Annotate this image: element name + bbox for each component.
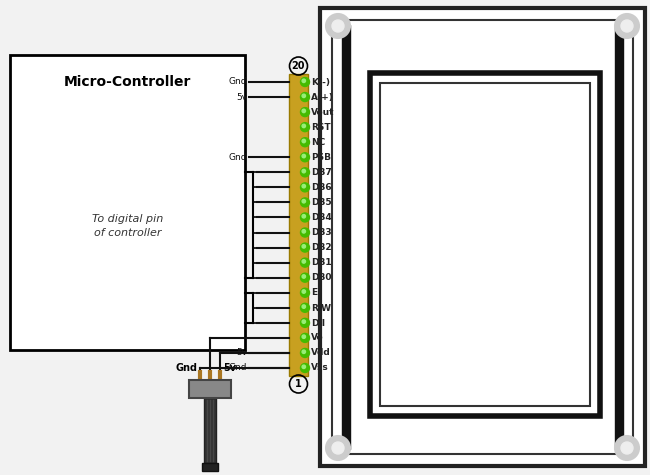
Text: DB1: DB1: [311, 258, 332, 267]
Text: 5v: 5v: [236, 349, 247, 358]
Circle shape: [300, 108, 309, 116]
Circle shape: [615, 436, 639, 460]
Circle shape: [302, 305, 305, 308]
Circle shape: [300, 333, 309, 342]
Text: E: E: [311, 288, 317, 297]
Circle shape: [302, 94, 305, 97]
Circle shape: [300, 243, 309, 252]
Circle shape: [300, 183, 309, 192]
Circle shape: [302, 79, 305, 83]
Text: K(-): K(-): [311, 77, 330, 86]
Circle shape: [302, 275, 305, 278]
Circle shape: [300, 318, 309, 327]
Circle shape: [326, 436, 350, 460]
Circle shape: [302, 320, 305, 323]
Circle shape: [300, 258, 309, 267]
Circle shape: [302, 335, 305, 338]
Circle shape: [302, 290, 305, 293]
Circle shape: [300, 153, 309, 162]
Circle shape: [302, 124, 305, 128]
Circle shape: [302, 365, 305, 369]
Text: DB4: DB4: [311, 213, 332, 222]
Bar: [370, 73, 600, 416]
Text: D/I: D/I: [311, 318, 325, 327]
Circle shape: [300, 93, 309, 102]
Bar: [380, 83, 590, 406]
Circle shape: [332, 442, 344, 454]
Bar: [10, 55, 245, 350]
Bar: [202, 463, 218, 471]
Text: Vout: Vout: [311, 108, 335, 116]
Circle shape: [300, 273, 309, 282]
Text: Vdd: Vdd: [311, 349, 331, 358]
Text: Micro-Controller: Micro-Controller: [64, 75, 191, 89]
Circle shape: [615, 14, 639, 38]
Text: Vss: Vss: [311, 363, 329, 372]
Text: 20: 20: [292, 61, 306, 71]
Circle shape: [302, 260, 305, 263]
Circle shape: [302, 139, 305, 142]
Text: DB3: DB3: [311, 228, 332, 237]
Circle shape: [332, 20, 344, 32]
Circle shape: [300, 349, 309, 358]
Circle shape: [300, 304, 309, 312]
Text: To digital pin
of controller: To digital pin of controller: [92, 214, 163, 238]
Bar: [189, 380, 231, 398]
Circle shape: [302, 109, 305, 113]
Text: A(+): A(+): [311, 93, 334, 102]
Circle shape: [302, 154, 305, 158]
Bar: [289, 74, 308, 376]
Circle shape: [326, 14, 350, 38]
Text: Gnd: Gnd: [229, 363, 247, 372]
Circle shape: [300, 288, 309, 297]
Text: Gnd: Gnd: [229, 77, 247, 86]
Circle shape: [302, 184, 305, 188]
Text: PSB: PSB: [311, 153, 331, 162]
Text: DB0: DB0: [311, 273, 332, 282]
Bar: [320, 8, 645, 466]
Circle shape: [300, 138, 309, 147]
Text: DB6: DB6: [311, 183, 332, 192]
Text: Gnd: Gnd: [229, 153, 247, 162]
Bar: [332, 20, 633, 454]
Circle shape: [300, 168, 309, 177]
Text: NC: NC: [311, 138, 325, 147]
Text: DB5: DB5: [311, 198, 332, 207]
Circle shape: [300, 213, 309, 222]
Bar: [204, 398, 216, 463]
Circle shape: [302, 170, 305, 173]
Circle shape: [300, 77, 309, 86]
Circle shape: [300, 123, 309, 132]
Text: 5v: 5v: [223, 363, 236, 373]
Circle shape: [302, 245, 305, 248]
Circle shape: [300, 228, 309, 237]
Text: 1: 1: [295, 379, 302, 389]
Text: DB7: DB7: [311, 168, 332, 177]
Circle shape: [300, 363, 309, 372]
Text: Vo: Vo: [311, 333, 324, 342]
Text: 5v: 5v: [236, 93, 247, 102]
Circle shape: [302, 229, 305, 233]
Text: DB2: DB2: [311, 243, 332, 252]
Circle shape: [300, 198, 309, 207]
Text: R/W: R/W: [311, 304, 331, 312]
Circle shape: [621, 20, 633, 32]
Circle shape: [302, 215, 305, 218]
Circle shape: [621, 442, 633, 454]
Circle shape: [302, 350, 305, 353]
Text: Gnd: Gnd: [175, 363, 197, 373]
Text: RST: RST: [311, 123, 331, 132]
Circle shape: [302, 200, 305, 203]
